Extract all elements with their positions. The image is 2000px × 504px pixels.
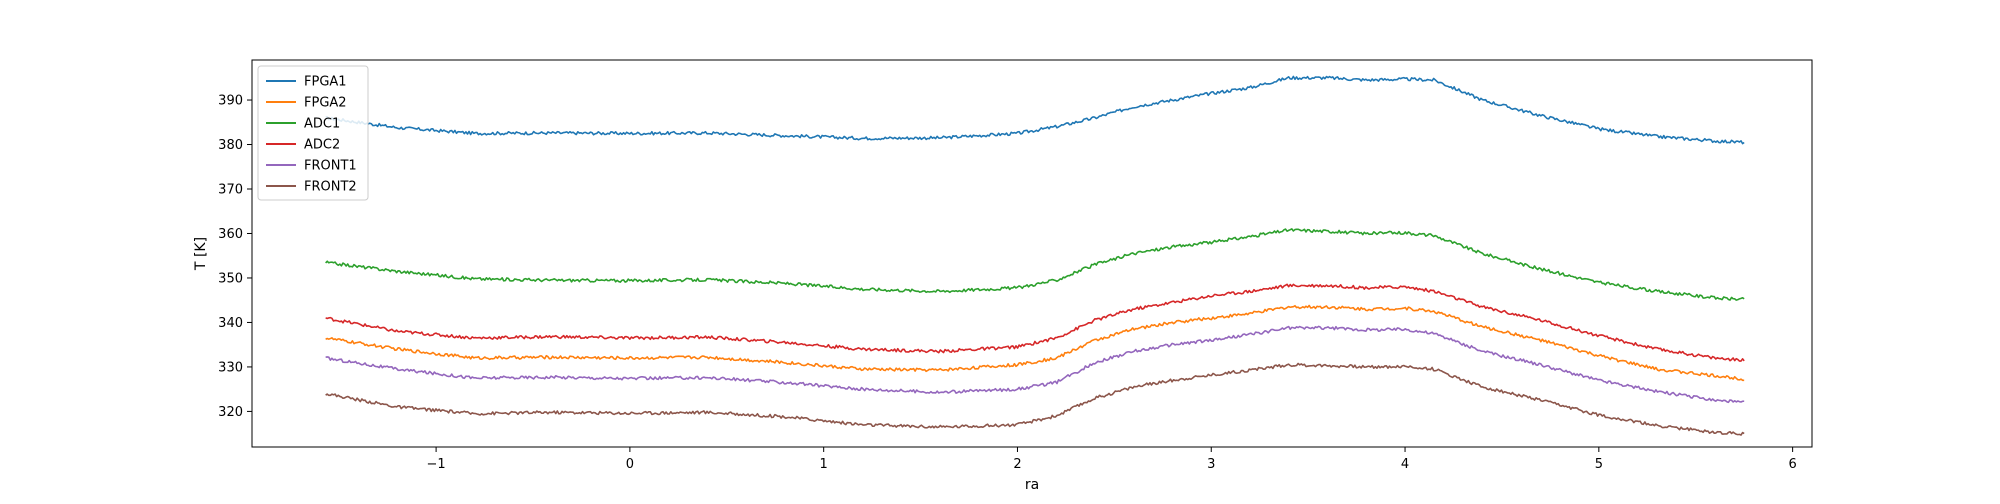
y-tick-label: 380 bbox=[218, 138, 243, 153]
series-lines bbox=[325, 75, 1745, 436]
x-tick-label: 0 bbox=[626, 457, 634, 472]
legend-label: ADC1 bbox=[304, 117, 340, 132]
legend-label: FPGA2 bbox=[304, 96, 347, 111]
x-tick-label: 3 bbox=[1207, 457, 1215, 472]
legend-label: FPGA1 bbox=[304, 75, 347, 90]
series-line-front1 bbox=[325, 325, 1745, 404]
y-axis-label: T [K] bbox=[193, 237, 209, 271]
series-line-fpga1 bbox=[325, 75, 1745, 145]
x-tick-label: 4 bbox=[1401, 457, 1409, 472]
legend: FPGA1 FPGA2 ADC1 ADC2 FRONT1 FRONT2 bbox=[257, 65, 369, 201]
legend-label: FRONT1 bbox=[304, 159, 357, 174]
legend-label: ADC2 bbox=[304, 138, 340, 153]
y-tick-label: 320 bbox=[218, 405, 243, 420]
plot-frame bbox=[251, 59, 1813, 448]
legend-box bbox=[257, 65, 369, 201]
x-tick-label: −1 bbox=[427, 457, 446, 472]
x-tick-label: 6 bbox=[1788, 457, 1796, 472]
series-line-front2 bbox=[325, 362, 1745, 436]
y-tick-label: 390 bbox=[218, 94, 243, 109]
x-tick-label: 1 bbox=[820, 457, 828, 472]
x-tick-label: 5 bbox=[1595, 457, 1603, 472]
x-axis-label: ra bbox=[1025, 477, 1039, 493]
series-line-adc1 bbox=[325, 228, 1745, 301]
y-tick-label: 340 bbox=[218, 316, 243, 331]
y-tick-label: 360 bbox=[218, 227, 243, 242]
series-line-fpga2 bbox=[325, 304, 1745, 382]
y-tick-label: 370 bbox=[218, 183, 243, 198]
y-tick-label: 330 bbox=[218, 360, 243, 375]
series-line-adc2 bbox=[325, 283, 1745, 362]
legend-label: FRONT2 bbox=[304, 180, 357, 195]
axes: −1 0 1 2 3 4 5 6 320 330 340 350 360 370 380 390 bbox=[218, 59, 1813, 472]
y-tick-label: 350 bbox=[218, 271, 243, 286]
x-tick-label: 2 bbox=[1013, 457, 1021, 472]
